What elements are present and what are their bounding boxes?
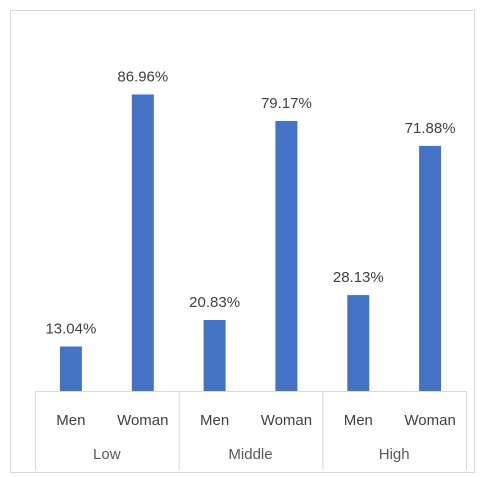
data-label: 71.88% [405, 120, 456, 137]
category-tick-label: Woman [117, 412, 168, 429]
category-tick-label: Woman [261, 412, 312, 429]
category-tick-label: Men [200, 412, 229, 429]
data-label: 79.17% [261, 95, 312, 112]
category-tick-label: Men [56, 412, 85, 429]
data-label: 13.04% [45, 321, 96, 338]
bar-high-men [347, 295, 370, 391]
bar-high-woman [419, 145, 442, 391]
data-label: 86.96% [117, 69, 168, 86]
data-label: 20.83% [189, 294, 240, 311]
category-tick-label: Woman [404, 412, 455, 429]
bar-low-woman [131, 94, 154, 391]
data-label: 28.13% [333, 269, 384, 286]
bar-middle-woman [275, 121, 298, 391]
group-label: High [379, 446, 410, 463]
group-label: Low [93, 446, 121, 463]
bar-middle-men [203, 320, 226, 391]
bar-low-men [59, 346, 82, 391]
category-tick-label: Men [344, 412, 373, 429]
group-label: Middle [228, 446, 272, 463]
chart-frame [10, 10, 475, 473]
